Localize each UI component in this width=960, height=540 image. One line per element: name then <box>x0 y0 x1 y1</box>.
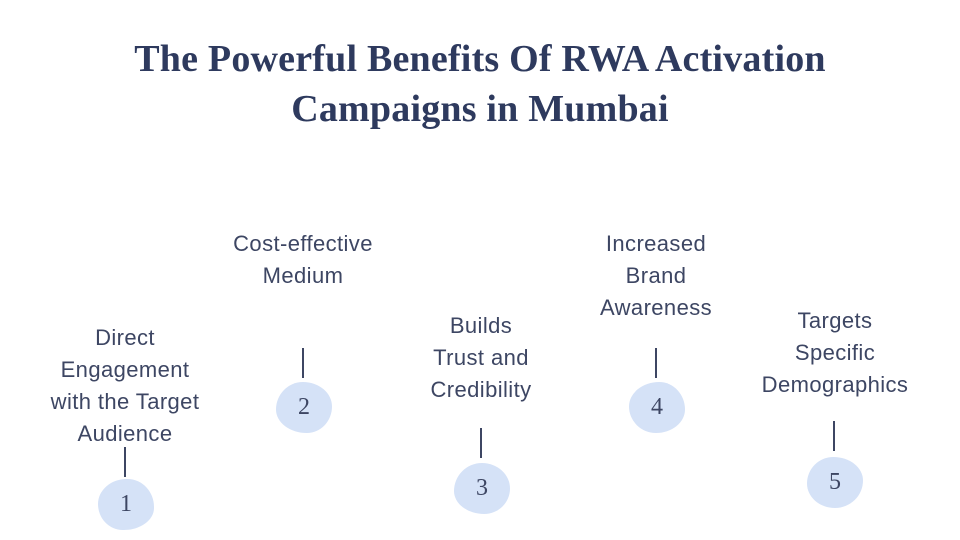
number-badge-text: 2 <box>298 394 310 420</box>
connector-line <box>124 447 126 477</box>
connector-line <box>655 348 657 378</box>
number-badge-text: 3 <box>476 475 488 501</box>
page-title: The Powerful Benefits Of RWA Activation … <box>134 38 826 130</box>
benefit-label: Direct Engagement with the Target Audien… <box>50 325 200 446</box>
benefit-label: Builds Trust and Credibility <box>430 313 532 402</box>
connector-line <box>833 421 835 451</box>
connector-line <box>302 348 304 378</box>
connector-line <box>480 428 482 458</box>
number-badge: 2 <box>276 382 332 433</box>
benefit-label: Targets Specific Demographics <box>761 308 909 397</box>
number-badge-text: 4 <box>651 394 663 420</box>
number-badge: 1 <box>98 479 154 530</box>
number-badge-text: 5 <box>829 469 841 495</box>
benefit-label: Increased Brand Awareness <box>599 231 713 320</box>
number-badge: 4 <box>629 382 685 433</box>
number-badge: 5 <box>807 457 863 508</box>
number-badge-text: 1 <box>120 491 132 517</box>
number-badge: 3 <box>454 463 510 514</box>
benefit-label: Cost-effective Medium <box>233 231 373 288</box>
